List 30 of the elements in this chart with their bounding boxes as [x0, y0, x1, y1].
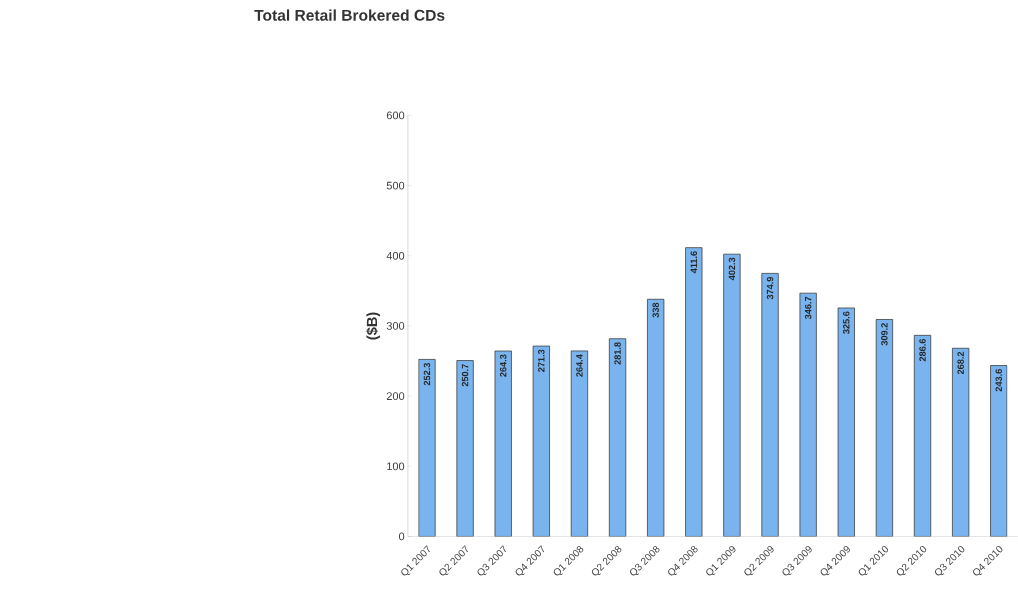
data-label: 268.2: [957, 352, 964, 375]
data-label: 252.3: [423, 363, 431, 386]
data-label: 271.3: [538, 349, 545, 373]
bar: [418, 359, 436, 537]
chart-title: Total Retail Brokered CDs: [254, 9, 445, 22]
bar: [456, 360, 474, 537]
bar: [723, 253, 741, 537]
data-label: 264.4: [576, 354, 583, 377]
data-label: 325.6: [843, 311, 850, 335]
data-label: 281.8: [614, 342, 621, 365]
data-label: 338: [652, 302, 659, 318]
bar: [761, 273, 779, 537]
data-label: 309.2: [881, 323, 888, 346]
data-label: 243.6: [995, 369, 1003, 392]
y-tick-label: 300: [386, 322, 405, 331]
y-tick-label: 100: [387, 462, 405, 471]
data-label: 402.3: [728, 257, 736, 281]
y-tick-label: 200: [386, 392, 405, 401]
y-tick-label: 500: [386, 181, 405, 190]
data-label: 286.6: [919, 339, 926, 362]
y-axis-title: ($B): [366, 312, 381, 340]
data-label: 264.3: [499, 354, 507, 378]
data-label: 411.6: [690, 251, 698, 274]
data-label: 250.7: [461, 364, 469, 387]
bar: [685, 247, 703, 537]
y-tick-label: 400: [386, 252, 405, 260]
data-label: 346.7: [804, 296, 812, 320]
y-tick-label: 0: [398, 532, 405, 541]
data-label: 374.9: [766, 277, 774, 300]
y-tick-label: 600: [386, 111, 405, 120]
